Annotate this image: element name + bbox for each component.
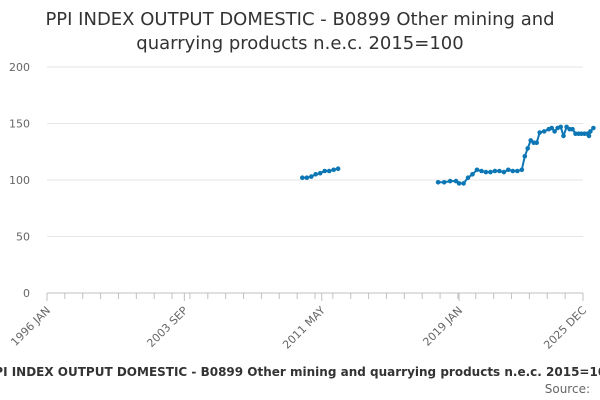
y-tick-label-200: 200	[9, 61, 30, 74]
data-point[interactable]	[300, 175, 305, 180]
data-point[interactable]	[317, 170, 323, 176]
data-point[interactable]	[465, 175, 471, 180]
data-point[interactable]	[561, 133, 566, 139]
y-tick-label-50: 50	[16, 231, 30, 244]
data-point[interactable]	[483, 169, 489, 175]
data-point[interactable]	[456, 181, 462, 186]
data-point[interactable]	[522, 154, 528, 159]
data-point[interactable]	[447, 178, 453, 184]
y-tick-label-100: 100	[9, 174, 30, 187]
data-point[interactable]	[474, 167, 480, 173]
y-tick-label-150: 150	[9, 118, 30, 131]
data-point[interactable]	[326, 168, 332, 174]
data-point[interactable]	[488, 169, 493, 175]
data-point[interactable]	[591, 125, 596, 131]
plot-area	[300, 124, 596, 186]
data-point[interactable]	[479, 168, 484, 174]
x-tick-label: 2011 MAY	[280, 304, 328, 352]
data-point[interactable]	[497, 168, 502, 174]
data-point[interactable]	[441, 180, 447, 185]
data-point[interactable]	[313, 172, 319, 177]
data-point[interactable]	[558, 124, 563, 130]
data-point[interactable]	[435, 180, 441, 185]
x-tick-label: 2003 SEP	[144, 304, 190, 350]
series-line-segment	[438, 125, 595, 185]
data-point[interactable]	[331, 167, 337, 173]
data-point[interactable]	[515, 168, 520, 174]
data-point[interactable]	[510, 168, 516, 174]
data-point[interactable]	[570, 126, 575, 132]
source-label: Source:	[544, 382, 590, 396]
data-point[interactable]	[461, 181, 466, 186]
data-point[interactable]	[492, 168, 498, 174]
legend-item-series[interactable]: PPI INDEX OUTPUT DOMESTIC - B0899 Other …	[0, 365, 600, 379]
chart-title-line-2: quarrying products n.e.c. 2015=100	[136, 33, 464, 54]
data-point[interactable]	[552, 129, 557, 134]
data-point[interactable]	[588, 129, 593, 134]
data-point[interactable]	[501, 169, 507, 175]
chart-title-line-1: PPI INDEX OUTPUT DOMESTIC - B0899 Other …	[45, 9, 555, 30]
data-point[interactable]	[335, 166, 341, 171]
x-tick-label: 2019 JAN	[420, 304, 465, 349]
grid-lines	[47, 66, 583, 294]
data-point[interactable]	[549, 125, 554, 131]
data-point[interactable]	[309, 174, 314, 179]
x-tick-label: 1996 JAN	[8, 304, 53, 349]
x-axis: 1996 JAN 2003 SEP 2011 MAY 2019 JAN 2025 DEC	[8, 293, 589, 352]
data-point[interactable]	[519, 167, 525, 173]
data-point[interactable]	[534, 140, 539, 145]
data-point[interactable]	[586, 133, 592, 139]
chart-title: PPI INDEX OUTPUT DOMESTIC - B0899 Other …	[0, 8, 600, 56]
data-point[interactable]	[525, 146, 530, 151]
x-tick-label: 2025 DEC	[541, 304, 589, 352]
data-point[interactable]	[470, 172, 475, 177]
data-point[interactable]	[304, 175, 310, 180]
data-point[interactable]	[537, 130, 542, 135]
data-point[interactable]	[506, 167, 511, 173]
legend[interactable]: PPI INDEX OUTPUT DOMESTIC - B0899 Other …	[0, 365, 600, 383]
y-tick-label-0: 0	[23, 287, 30, 300]
y-axis: 0 50 100 150 200	[9, 61, 30, 300]
data-point[interactable]	[541, 129, 547, 134]
data-point[interactable]	[322, 168, 328, 174]
